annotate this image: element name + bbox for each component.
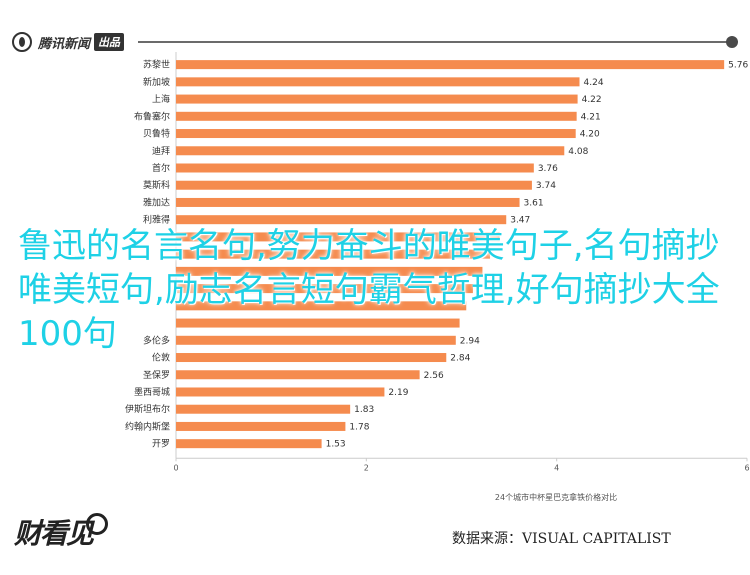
value-label: 3.74 — [536, 181, 556, 191]
chart-value-labels: 5.76 4.24 4.22 4.21 4.20 4.08 3.76 3.74 3.61 3.47… — [326, 61, 749, 450]
header-divider — [138, 41, 728, 43]
bar — [176, 404, 351, 414]
category-label: 利雅得 — [143, 214, 170, 226]
x-tick-label: 6 — [744, 463, 749, 472]
category-label: 开罗 — [152, 439, 170, 450]
bar — [176, 370, 420, 380]
bar — [176, 197, 520, 207]
x-tick-label: 0 — [173, 463, 178, 472]
category-label: 新加坡 — [143, 76, 170, 88]
value-label: 2.19 — [388, 388, 408, 398]
chart-x-ticks: 0 2 4 6 — [173, 458, 750, 472]
x-tick-label: 4 — [554, 463, 559, 472]
value-label: 4.24 — [584, 78, 604, 88]
header: 腾讯新闻 出品 — [0, 0, 750, 58]
footer-logo-ring-icon — [86, 513, 108, 535]
footer-logo: 财看见 — [14, 517, 94, 550]
x-tick-label: 2 — [364, 463, 369, 472]
value-label: 1.83 — [354, 405, 374, 415]
category-label: 首尔 — [152, 162, 170, 174]
category-label: 伦敦 — [152, 352, 170, 364]
bar — [176, 266, 483, 276]
bar — [176, 232, 500, 242]
bar — [176, 180, 532, 190]
category-label: 贝鲁特 — [143, 128, 170, 140]
category-label: 伊斯坦布尔 — [125, 403, 170, 415]
value-label: 2.56 — [424, 371, 444, 381]
category-label: 约翰内斯堡 — [125, 420, 170, 432]
brand: 腾讯新闻 出品 — [12, 30, 125, 54]
category-label: 上海 — [152, 93, 170, 105]
value-label: 1.78 — [349, 422, 369, 432]
category-label: 迪拜 — [152, 145, 170, 157]
chart-bars — [176, 60, 725, 449]
bar — [176, 353, 447, 363]
header-dot-icon — [726, 36, 738, 48]
bar — [176, 215, 507, 225]
value-label: 4.20 — [580, 130, 600, 140]
category-label: 布鲁塞尔 — [134, 110, 170, 122]
value-label: 4.08 — [568, 147, 588, 157]
bar — [176, 249, 491, 259]
value-label: 2.94 — [460, 336, 480, 346]
data-source: 数据来源：VISUAL CAPITALIST — [452, 531, 671, 547]
value-label: 3.76 — [538, 164, 558, 174]
chart-category-labels: 苏黎世新加坡上海布鲁塞尔贝鲁特迪拜首尔莫斯科雅加达利雅得多伦多伦敦圣保罗墨西哥城… — [125, 59, 170, 450]
brand-name: 腾讯新闻 — [38, 36, 91, 52]
value-label: 2.84 — [450, 354, 470, 364]
bar — [176, 335, 456, 345]
value-label: 4.21 — [581, 112, 601, 122]
bar — [176, 439, 322, 449]
bar — [176, 301, 467, 311]
brand-badge: 出品 — [94, 33, 125, 51]
category-label: 圣保罗 — [143, 369, 170, 381]
category-label: 墨西哥城 — [134, 387, 170, 398]
bar — [176, 77, 580, 87]
value-label: 4.22 — [582, 95, 602, 105]
value-label: 3.61 — [524, 198, 544, 208]
bar — [176, 94, 578, 104]
value-label: 5.76 — [728, 61, 748, 71]
bar — [176, 318, 460, 328]
overlay-title: 鲁迅的名言名句,努力奋斗的唯美句子,名句摘抄唯美短句,励志名言短句霸气哲理,好句… — [18, 226, 720, 354]
bar — [176, 60, 725, 70]
chart-caption: 24个城市中杯星巴克拿铁价格对比 — [495, 492, 617, 502]
value-label: 3.47 — [510, 216, 530, 226]
bar — [176, 163, 534, 173]
bar — [176, 421, 346, 431]
value-label: 1.53 — [326, 440, 346, 450]
tencent-news-logo-icon — [12, 32, 32, 52]
category-label: 苏黎世 — [143, 59, 170, 71]
bar — [176, 111, 577, 121]
category-label: 莫斯科 — [143, 179, 170, 191]
bar — [176, 284, 473, 294]
category-label: 多伦多 — [143, 334, 170, 346]
category-label: 雅加达 — [143, 196, 170, 208]
bar — [176, 129, 576, 139]
bar — [176, 387, 385, 397]
bar — [176, 146, 565, 156]
